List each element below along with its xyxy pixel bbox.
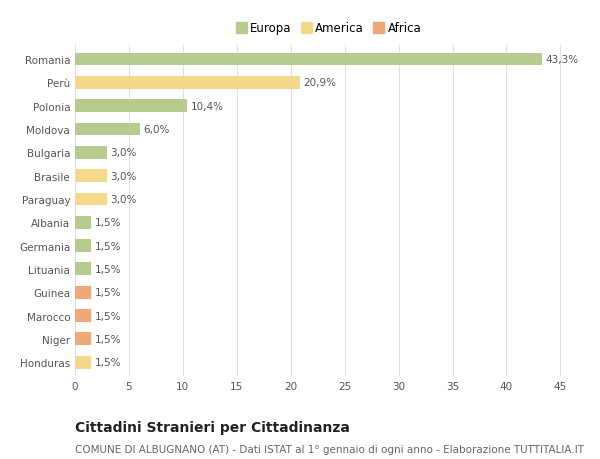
Text: 1,5%: 1,5%	[94, 218, 121, 228]
Bar	[75, 333, 91, 346]
Bar	[75, 193, 107, 206]
Text: 3,0%: 3,0%	[110, 171, 137, 181]
Legend: Europa, America, Africa: Europa, America, Africa	[232, 19, 425, 39]
Text: 3,0%: 3,0%	[110, 195, 137, 205]
Text: Cittadini Stranieri per Cittadinanza: Cittadini Stranieri per Cittadinanza	[75, 420, 350, 434]
Text: 1,5%: 1,5%	[94, 358, 121, 367]
Text: 1,5%: 1,5%	[94, 241, 121, 251]
Bar	[75, 146, 107, 159]
Bar	[75, 286, 91, 299]
Text: 6,0%: 6,0%	[143, 125, 169, 134]
Bar	[75, 263, 91, 276]
Bar	[75, 100, 187, 113]
Bar	[75, 77, 301, 90]
Text: 43,3%: 43,3%	[545, 55, 578, 65]
Text: 1,5%: 1,5%	[94, 288, 121, 297]
Bar	[75, 216, 91, 229]
Text: 3,0%: 3,0%	[110, 148, 137, 158]
Text: 20,9%: 20,9%	[304, 78, 337, 88]
Bar	[75, 240, 91, 252]
Bar	[75, 170, 107, 183]
Bar	[75, 53, 542, 66]
Text: 1,5%: 1,5%	[94, 311, 121, 321]
Bar	[75, 309, 91, 322]
Text: 1,5%: 1,5%	[94, 264, 121, 274]
Bar	[75, 123, 140, 136]
Text: COMUNE DI ALBUGNANO (AT) - Dati ISTAT al 1° gennaio di ogni anno - Elaborazione : COMUNE DI ALBUGNANO (AT) - Dati ISTAT al…	[75, 444, 584, 454]
Text: 10,4%: 10,4%	[190, 101, 223, 112]
Text: 1,5%: 1,5%	[94, 334, 121, 344]
Bar	[75, 356, 91, 369]
